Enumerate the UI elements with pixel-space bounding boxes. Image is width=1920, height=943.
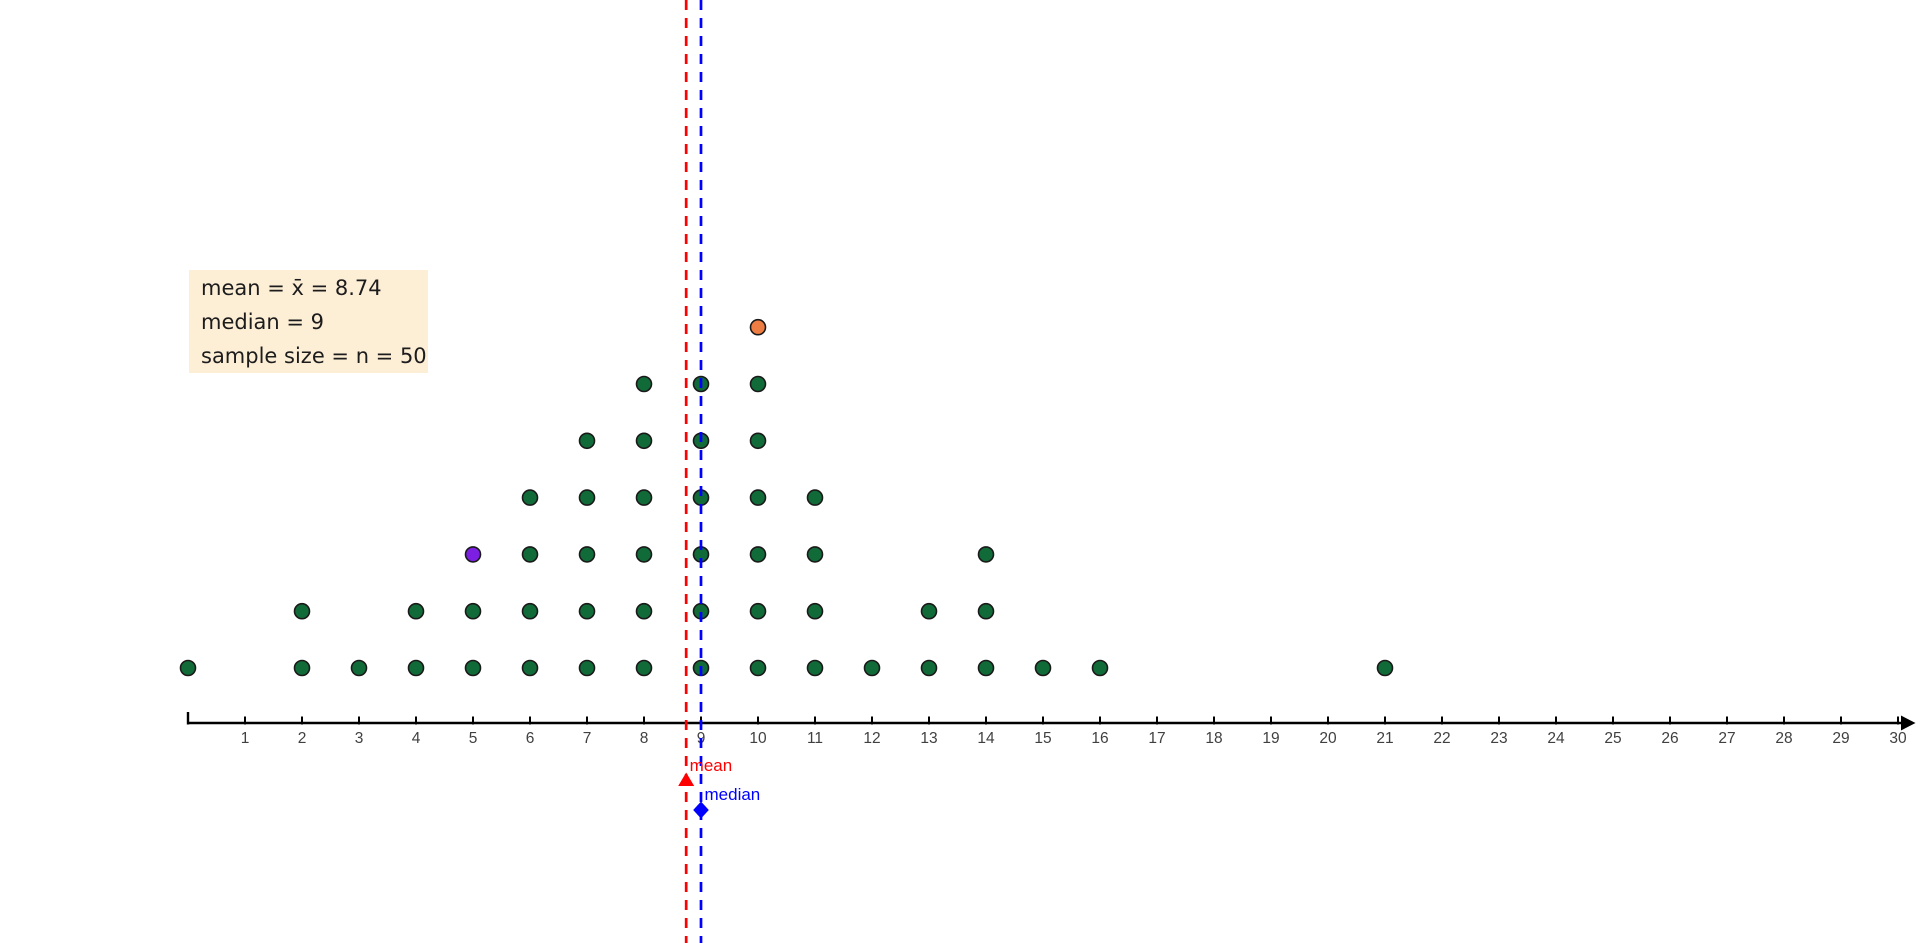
data-point-dot[interactable]	[578, 489, 596, 506]
axis-tick-label: 10	[749, 730, 767, 747]
axis-tick-label: 26	[1661, 730, 1678, 747]
data-point-dot[interactable]	[635, 432, 653, 450]
data-point-dot[interactable]	[521, 489, 539, 506]
axis-tick-label: 23	[1490, 730, 1507, 747]
axis-tick-label: 17	[1148, 730, 1165, 747]
mean-marker-triangle-icon	[678, 772, 695, 786]
axis-tick-label: 27	[1718, 730, 1735, 747]
data-point-dot[interactable]	[578, 659, 596, 677]
data-point-dot[interactable]	[863, 659, 881, 677]
axis-tick-label: 13	[920, 730, 937, 747]
data-point-dot[interactable]	[749, 659, 767, 677]
data-point-dot[interactable]	[635, 659, 653, 677]
orange-point[interactable]	[749, 318, 767, 336]
data-point-dot[interactable]	[521, 546, 539, 563]
data-point-dot[interactable]	[521, 659, 539, 677]
axis-tick-label: 25	[1604, 730, 1621, 747]
stat-line-sample-size: sample size = n = 50	[201, 344, 427, 368]
axis-tick-label: 8	[640, 730, 649, 747]
data-point-dot[interactable]	[806, 602, 824, 620]
data-point-dot[interactable]	[806, 489, 824, 506]
axis-tick-label: 21	[1376, 730, 1393, 747]
data-point-dot[interactable]	[635, 489, 653, 506]
data-point-dot[interactable]	[350, 659, 368, 677]
axis-tick-label: 6	[526, 730, 535, 747]
data-point-dot[interactable]	[749, 489, 767, 506]
median-label: median	[705, 785, 761, 804]
data-point-dot[interactable]	[806, 659, 824, 677]
data-point-dot[interactable]	[806, 546, 824, 563]
purple-point[interactable]	[464, 546, 482, 563]
data-point-dot[interactable]	[749, 375, 767, 393]
data-point-dot[interactable]	[179, 659, 197, 677]
axis-tick-label: 20	[1319, 730, 1337, 747]
axis-tick-label: 22	[1433, 730, 1450, 747]
data-point-dot[interactable]	[578, 546, 596, 563]
data-point-dot[interactable]	[464, 659, 482, 677]
axis-tick-label: 2	[298, 730, 307, 747]
axis-tick-label: 1	[241, 730, 250, 747]
data-point-dot[interactable]	[578, 602, 596, 620]
axis-tick-label: 19	[1262, 730, 1279, 747]
axis-tick-label: 3	[355, 730, 364, 747]
axis-tick-label: 15	[1034, 730, 1051, 747]
stat-line-median: median = 9	[201, 310, 325, 334]
axis-tick-label: 11	[807, 730, 823, 747]
data-point-dot[interactable]	[464, 602, 482, 620]
data-point-dot[interactable]	[293, 659, 311, 677]
data-point-dot[interactable]	[635, 546, 653, 563]
data-point-dot[interactable]	[407, 659, 425, 677]
stats-info-box: mean = x̄ = 8.74 median = 9 sample size …	[189, 270, 428, 373]
data-point-dot[interactable]	[749, 602, 767, 620]
median-marker-diamond-icon	[693, 801, 709, 819]
data-point-dot[interactable]	[977, 602, 995, 620]
axis-tick-label: 18	[1205, 730, 1222, 747]
axis-tick-label: 24	[1547, 730, 1565, 747]
axis-tick-label: 30	[1889, 730, 1907, 747]
axis-tick-label: 29	[1832, 730, 1849, 747]
axis-tick-label: 14	[977, 730, 995, 747]
data-point-dot[interactable]	[1034, 659, 1052, 677]
axis-tick-label: 16	[1091, 730, 1108, 747]
data-point-dot[interactable]	[920, 659, 938, 677]
data-point-dot[interactable]	[749, 546, 767, 563]
data-point-dot[interactable]	[407, 602, 425, 620]
data-point-dot[interactable]	[635, 375, 653, 393]
axis-tick-label: 5	[469, 730, 478, 747]
axis-tick-label: 7	[583, 730, 592, 747]
axis-tick-label: 12	[863, 730, 880, 747]
data-point-dot[interactable]	[920, 602, 938, 620]
axis-tick-label: 28	[1775, 730, 1792, 747]
data-point-dot[interactable]	[635, 602, 653, 620]
mean-label: mean	[690, 756, 733, 775]
data-point-dot[interactable]	[977, 546, 995, 563]
data-point-dot[interactable]	[293, 602, 311, 620]
data-point-dot[interactable]	[749, 432, 767, 450]
data-point-dot[interactable]	[578, 432, 596, 450]
axis-tick-label: 4	[412, 730, 421, 747]
stat-line-mean: mean = x̄ = 8.74	[201, 276, 382, 300]
x-axis-arrow-icon	[1901, 715, 1916, 731]
data-point-dot[interactable]	[1091, 659, 1109, 677]
data-point-dot[interactable]	[977, 659, 995, 677]
data-point-dot[interactable]	[1376, 659, 1394, 677]
data-point-dot[interactable]	[521, 602, 539, 620]
